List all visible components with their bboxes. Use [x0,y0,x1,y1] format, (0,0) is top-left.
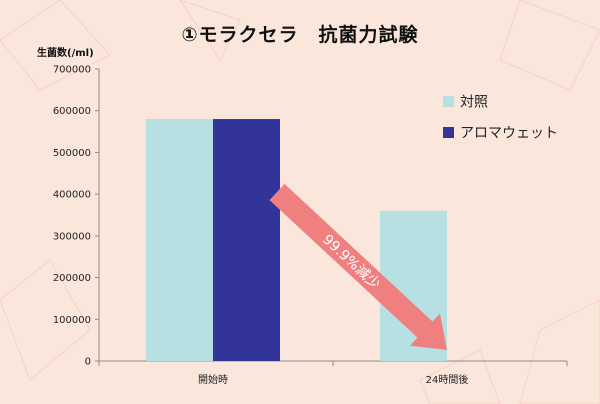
annotation-label: 99.9%減少 [319,231,384,293]
x-tick-label: 開始時 [198,373,228,386]
legend-swatch [443,96,454,107]
bar [146,119,213,361]
y-tick-label: 700000 [53,65,91,76]
y-tick-label: 400000 [53,190,91,201]
y-tick-label: 500000 [53,148,91,159]
y-tick-label: 200000 [53,273,91,284]
y-tick-label: 300000 [53,231,91,242]
y-tick-label: 100000 [53,315,91,326]
legend-label: アロマウェット [460,126,558,142]
x-tick-label: 24時間後 [426,373,469,386]
chart-title: ①モラクセラ 抗菌力試験 [181,24,419,46]
bar [213,119,280,361]
y-tick-label: 0 [85,357,91,368]
reduction-arrow [269,183,447,350]
legend-label: 対照 [460,95,488,111]
legend-swatch [443,127,454,138]
y-tick-label: 600000 [53,106,91,117]
y-axis-label: 生菌数(/ml) [37,48,94,59]
